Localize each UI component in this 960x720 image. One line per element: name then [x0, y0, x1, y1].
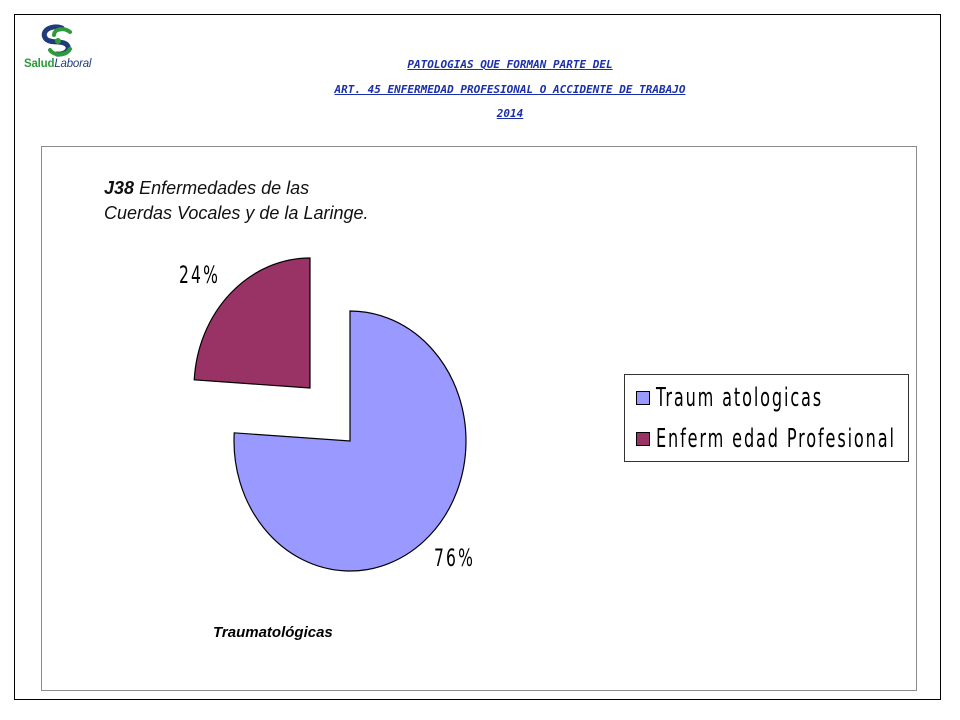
legend-label-enfermedad-profesional: Enferm edad Profesional: [656, 424, 896, 454]
header-line-1: PATOLOGIAS QUE FORMAN PARTE DEL: [407, 58, 613, 71]
chart-footer-label: Traumatológicas: [213, 624, 333, 641]
legend-label-traumatologicas: Traum atologicas: [656, 383, 824, 413]
logo-text: SaludLaboral: [24, 58, 92, 70]
legend-swatch-traumatologicas: [636, 391, 650, 405]
chart-title-code: J38: [104, 178, 135, 198]
data-label-enfermedad-profesional: 24%: [179, 261, 221, 289]
chart-title-text: Enfermedades de las Cuerdas Vocales y de…: [104, 178, 369, 223]
page-frame: [14, 14, 941, 700]
salud-laboral-logo: SaludLaboral: [24, 24, 116, 76]
logo-swirl-icon: [41, 24, 72, 57]
header-line-2: ART. 45 ENFERMEDAD PROFESIONAL O ACCIDEN…: [334, 83, 686, 96]
chart-area: [41, 146, 917, 691]
chart-legend: Traum atologicas Enferm edad Profesional: [624, 374, 909, 462]
legend-swatch-enfermedad-profesional: [636, 432, 650, 446]
header-line-3: 2014: [496, 107, 524, 120]
pie-slice-traumatologicas: [233, 310, 467, 572]
data-label-traumatologicas: 76%: [434, 544, 476, 572]
pie-slice-enfermedad-profesional: [193, 257, 311, 389]
chart-title: J38 Enfermedades de las Cuerdas Vocales …: [104, 176, 374, 226]
